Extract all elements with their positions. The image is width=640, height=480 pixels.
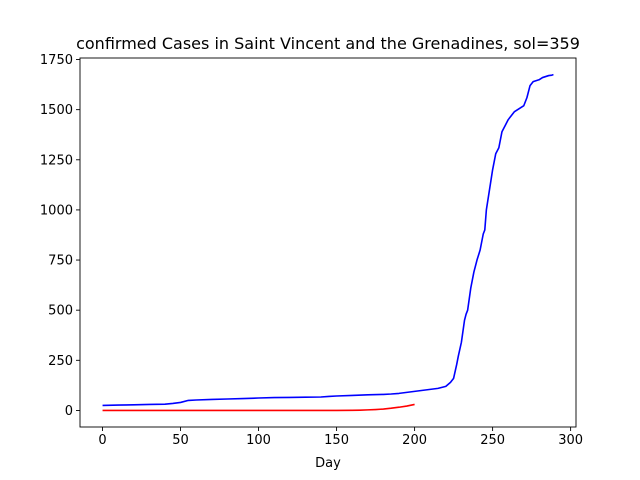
plot-frame (79, 57, 577, 428)
series-line-1 (102, 403, 415, 412)
y-tick-label: 1250 (40, 153, 73, 168)
x-tick-label: 250 (480, 433, 505, 448)
x-tick-label: 100 (246, 433, 271, 448)
x-tick-label: 300 (558, 433, 583, 448)
series-line-0 (102, 73, 554, 407)
plot-area: 0 50 100 150 200 250 300 0 250 500 750 1000 1250 1500… (40, 53, 583, 448)
chart-title: confirmed Cases in Saint Vincent and the… (76, 34, 580, 53)
x-axis-label: Day (315, 456, 341, 471)
y-tick-label: 1000 (40, 203, 73, 218)
y-tick-label: 250 (48, 354, 73, 369)
x-tick-label: 50 (172, 433, 189, 448)
y-tick-label: 0 (65, 404, 73, 419)
y-tick-label: 1500 (40, 103, 73, 118)
y-tick-label: 1750 (40, 53, 73, 68)
x-tick-label: 200 (402, 433, 427, 448)
y-tick-label: 500 (48, 304, 73, 319)
y-tick-label: 750 (48, 254, 73, 269)
x-tick-label: 0 (98, 433, 106, 448)
x-tick-label: 150 (324, 433, 349, 448)
